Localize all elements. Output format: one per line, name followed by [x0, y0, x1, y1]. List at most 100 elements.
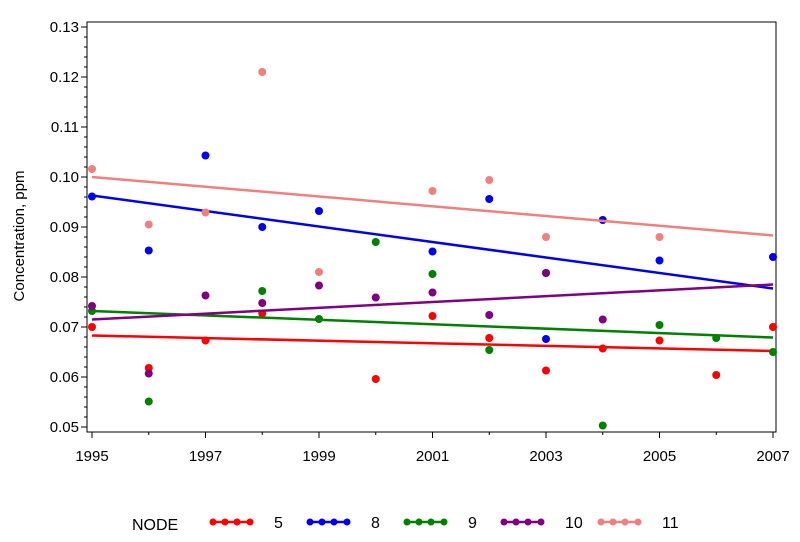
data-point	[88, 302, 96, 310]
data-point	[315, 268, 323, 276]
legend-label: 5	[274, 515, 283, 532]
data-point	[655, 233, 664, 241]
data-point	[485, 334, 494, 342]
legend-item-11: 11	[597, 515, 679, 532]
series-11	[88, 68, 774, 276]
trend-line-5	[91, 334, 774, 353]
data-point	[428, 270, 437, 278]
x-tick-label: 2003	[529, 448, 562, 465]
data-point	[371, 375, 380, 383]
series-10	[88, 269, 774, 378]
data-point	[655, 256, 664, 265]
legend-title: NODE	[132, 517, 178, 534]
legend-swatch-marker	[609, 518, 617, 526]
data-point	[258, 68, 267, 76]
y-tick-label: 0.07	[50, 319, 79, 336]
data-point	[258, 223, 267, 231]
y-tick-label: 0.09	[50, 219, 79, 236]
data-point	[542, 269, 550, 277]
legend-swatch-marker	[427, 518, 435, 526]
data-point	[258, 299, 267, 307]
legend-swatch-marker	[221, 518, 229, 526]
legend-swatch-marker	[512, 518, 520, 526]
data-point	[712, 371, 721, 379]
data-point	[258, 287, 267, 295]
legend-item-10: 10	[500, 515, 583, 532]
legend-swatch-marker	[306, 518, 314, 526]
legend-swatch-marker	[233, 518, 241, 526]
data-point	[598, 315, 607, 324]
legend-swatch-marker	[500, 518, 508, 526]
legend-swatch-marker	[415, 518, 423, 526]
data-point	[769, 323, 777, 331]
legend-swatch-marker	[209, 518, 217, 526]
legend-swatch-marker	[621, 518, 629, 526]
legend-label: 10	[565, 515, 583, 532]
trend-line-9	[91, 309, 774, 339]
legend-label: 9	[468, 515, 477, 532]
data-point	[201, 151, 210, 160]
data-point	[315, 315, 323, 323]
legend-swatch-marker	[524, 518, 532, 526]
data-point	[428, 288, 437, 297]
y-tick-label: 0.08	[50, 269, 79, 286]
trend-line-11	[91, 175, 774, 237]
data-point	[769, 253, 777, 261]
y-tick-label: 0.05	[50, 419, 79, 436]
data-point	[144, 220, 153, 229]
x-tick-label: 2007	[756, 448, 789, 465]
data-point	[88, 165, 96, 173]
data-point	[542, 233, 550, 241]
x-axis: 1995 1997 1999 2001 2003 2005 2007	[75, 432, 790, 465]
legend-swatch-marker	[597, 518, 605, 526]
data-point	[371, 293, 380, 302]
x-tick-label: 2001	[416, 448, 449, 465]
y-axis: 0.05 0.06 0.07 0.08 0.09 0.10 0.11 0.12 0.13	[50, 19, 87, 436]
legend-label: 8	[371, 515, 380, 532]
data-point	[315, 207, 323, 215]
data-point	[201, 208, 210, 217]
data-point	[485, 176, 494, 184]
x-tick-label: 1995	[75, 448, 108, 465]
data-point	[655, 321, 664, 329]
y-tick-label: 0.10	[50, 169, 79, 186]
data-point	[201, 291, 210, 300]
data-point	[144, 364, 153, 372]
legend-label: 11	[662, 515, 679, 532]
x-tick-label: 1999	[302, 448, 335, 465]
legend-item-5: 5	[209, 515, 283, 532]
data-point	[201, 336, 210, 345]
data-point	[144, 397, 153, 406]
legend: NODE 5 8 9 10 11	[132, 515, 679, 534]
x-tick-label: 1997	[189, 448, 222, 465]
legend-swatch-marker	[343, 518, 351, 526]
legend-swatch-marker	[318, 518, 326, 526]
data-point	[655, 336, 664, 345]
data-point	[542, 335, 550, 343]
data-point	[428, 187, 437, 195]
y-tick-label: 0.13	[50, 19, 79, 36]
legend-item-8: 8	[306, 515, 380, 532]
y-tick-label: 0.06	[50, 369, 79, 386]
legend-swatch-marker	[537, 518, 545, 526]
y-axis-title: Concentration, ppm	[11, 171, 28, 302]
data-point	[712, 334, 721, 342]
data-point	[485, 311, 494, 319]
legend-item-9: 9	[403, 515, 477, 532]
data-point	[428, 247, 437, 256]
legend-swatch-marker	[440, 518, 448, 526]
data-point	[315, 281, 323, 290]
data-point	[144, 246, 153, 255]
legend-swatch-marker	[246, 518, 254, 526]
data-point	[769, 348, 777, 356]
x-tick-label: 2005	[643, 448, 676, 465]
plot-area	[86, 21, 777, 433]
data-point	[485, 346, 494, 354]
series-9	[88, 238, 777, 430]
data-point	[542, 366, 550, 375]
data-point	[88, 323, 96, 331]
y-tick-label: 0.12	[50, 69, 79, 86]
data-point	[371, 238, 380, 246]
data-point	[598, 344, 607, 353]
